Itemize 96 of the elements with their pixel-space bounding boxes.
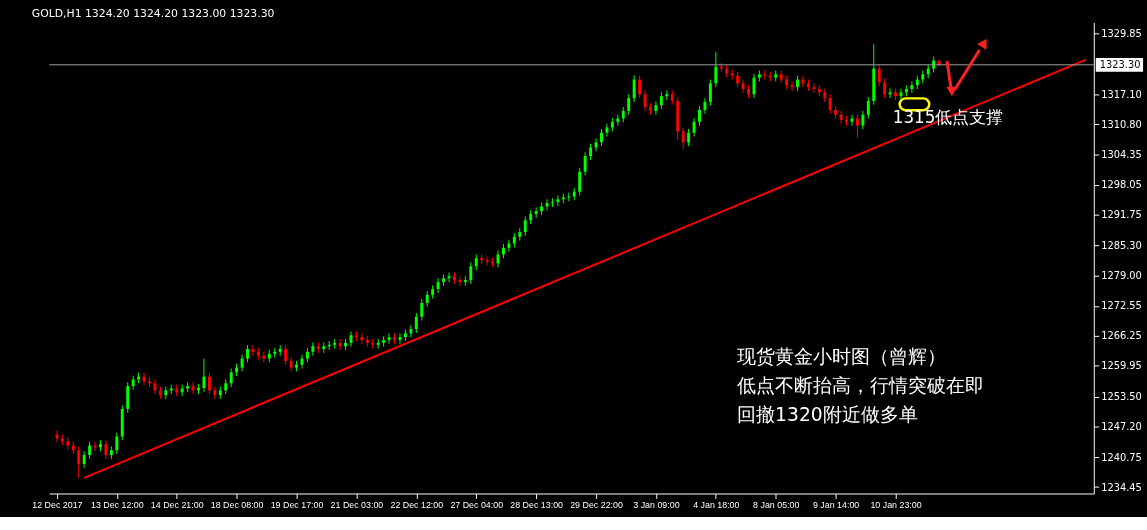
candlestick (828, 93, 832, 115)
y-tick-label: 1291.75 (1101, 209, 1142, 221)
x-tick-label: 13 Dec 12:00 (90, 499, 144, 510)
candlestick (229, 368, 233, 388)
candlestick (284, 344, 288, 366)
y-tick-label: 1298.05 (1101, 179, 1142, 191)
candlestick (643, 89, 647, 112)
x-tick-label: 14 Dec 21:00 (150, 499, 204, 510)
candlestick (698, 105, 701, 127)
candlestick (877, 64, 881, 87)
candlestick (289, 356, 293, 372)
candlestick (855, 114, 859, 139)
x-tick-label: 18 Dec 08:00 (210, 499, 264, 510)
y-tick-label: 1329.85 (1101, 28, 1142, 40)
y-tick-label: 1310.80 (1101, 118, 1142, 130)
candlestick (507, 239, 511, 253)
chart-title: GOLD,H1 1324.20 1324.20 1323.00 1323.30 (31, 6, 275, 20)
candlestick (850, 114, 854, 127)
x-tick-label: 8 Jan 05:00 (753, 499, 800, 510)
x-tick-label: 29 Dec 22:00 (570, 499, 623, 510)
candlestick (104, 439, 108, 460)
y-tick-label: 1240.75 (1101, 451, 1142, 463)
candlestick (77, 445, 81, 479)
y-tick-label: 1234.45 (1101, 481, 1142, 493)
x-tick-label: 12 Dec 2017 (32, 499, 83, 510)
y-tick-label: 1317.10 (1101, 88, 1142, 100)
candlestick (115, 432, 119, 455)
candlestick (338, 338, 342, 351)
candlestick (681, 127, 685, 150)
candlestick (654, 100, 658, 116)
x-tick-label: 27 Dec 04:00 (450, 499, 504, 510)
candlestick (82, 450, 86, 469)
candlestick (387, 332, 391, 345)
candlestick (632, 74, 636, 103)
x-tick-label: 10 Jan 23:00 (870, 499, 922, 510)
annotation: 回撤1320附近做多单 (737, 403, 918, 425)
candlestick (262, 351, 266, 363)
candlestick (523, 215, 527, 237)
candlestick (627, 93, 631, 116)
candlestick (409, 324, 413, 338)
candlestick (812, 82, 816, 94)
candlestick (692, 117, 696, 138)
annotation: 低点不断抬高，行情突破在即 (737, 375, 985, 397)
y-tick-label: 1279.00 (1101, 269, 1142, 281)
candlestick (594, 137, 598, 152)
candlestick (458, 275, 462, 287)
candlestick (861, 110, 865, 130)
candlestick (790, 80, 794, 92)
candlestick (191, 381, 195, 395)
candlestick (556, 195, 560, 207)
x-tick-label: 4 Jan 18:00 (693, 499, 740, 510)
x-tick-label: 19 Dec 17:00 (270, 499, 324, 510)
x-tick-label: 9 Jan 14:00 (812, 499, 860, 510)
candlestick (420, 298, 424, 322)
candlestick (251, 344, 255, 357)
candlestick (752, 73, 756, 99)
candlestick (202, 358, 206, 393)
candlestick (888, 88, 892, 99)
candlestick (360, 332, 364, 345)
y-tick-label: 1253.50 (1101, 391, 1142, 403)
candlestick (414, 312, 418, 334)
x-tick-label: 22 Dec 12:00 (390, 499, 444, 510)
candlestick (550, 197, 554, 208)
candlestick (741, 79, 745, 94)
candlestick (910, 80, 914, 94)
y-tick-label: 1259.95 (1101, 360, 1142, 372)
candlestick (839, 110, 843, 125)
x-tick-label: 21 Dec 03:00 (330, 499, 384, 510)
candlestick (485, 255, 489, 266)
candlestick (605, 123, 609, 138)
candlestick (714, 51, 718, 88)
candlestick (583, 151, 587, 177)
candlestick (545, 198, 549, 211)
ref-line-label: 1323.30 (1099, 58, 1141, 70)
y-tick-label: 1272.55 (1101, 300, 1142, 312)
y-tick-label: 1266.25 (1101, 330, 1142, 342)
y-tick-label: 1304.35 (1101, 149, 1142, 161)
candlestick (703, 97, 707, 115)
candlestick (883, 78, 887, 99)
candlestick (708, 79, 712, 107)
candlestick (311, 341, 315, 357)
candlestick (866, 96, 870, 120)
x-tick-label: 28 Dec 13:00 (510, 499, 564, 510)
candlestick (153, 378, 157, 395)
annotation: 现货黄金小时图（曾辉） (737, 346, 947, 368)
x-tick-label: 3 Jan 09:00 (633, 499, 680, 510)
candlestick (436, 277, 440, 294)
candlestick (207, 372, 211, 395)
candlestick (534, 206, 538, 219)
y-tick-label: 1285.30 (1101, 239, 1142, 251)
candlestick (469, 262, 473, 285)
candlestick (638, 75, 642, 99)
candlestick (578, 167, 582, 197)
y-tick-label: 1247.20 (1101, 420, 1142, 432)
candlestick (300, 354, 304, 370)
candlestick (126, 381, 130, 414)
